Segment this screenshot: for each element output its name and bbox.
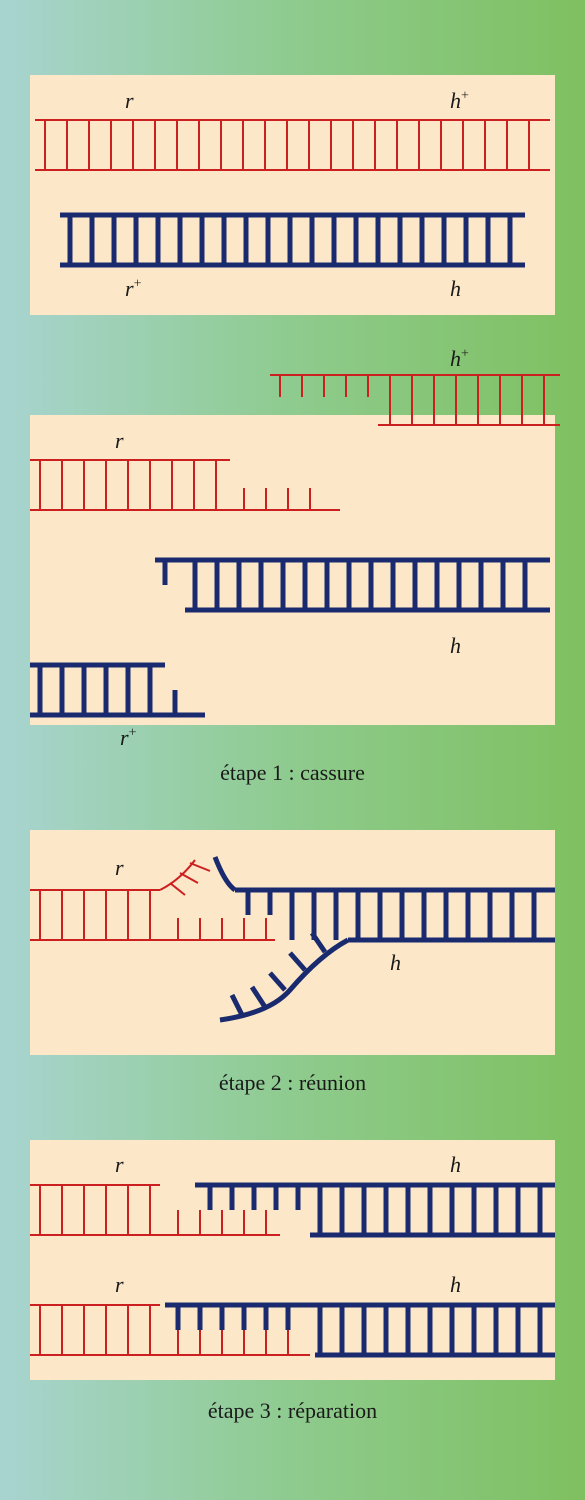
dna-repair-bottom bbox=[30, 1300, 555, 1360]
label-r-plus-2: r+ bbox=[120, 725, 136, 751]
label-r-4a: r bbox=[115, 1152, 124, 1178]
dna-repair-top bbox=[30, 1180, 555, 1240]
label-r-4b: r bbox=[115, 1272, 124, 1298]
dna-blue-frag-right bbox=[155, 555, 550, 615]
label-r-plus-1: r+ bbox=[125, 276, 141, 302]
label-r-2: r bbox=[115, 428, 124, 454]
label-h-2: h bbox=[450, 633, 461, 659]
dna-red-frag-left bbox=[30, 455, 340, 515]
dna-red-frag-topright bbox=[270, 370, 560, 430]
label-r-3: r bbox=[115, 855, 124, 881]
caption-step2: étape 2 : réunion bbox=[0, 1070, 585, 1096]
label-h-1: h bbox=[450, 276, 461, 302]
label-h-plus-2: h+ bbox=[450, 346, 469, 372]
label-h-4b: h bbox=[450, 1272, 461, 1298]
label-h-3: h bbox=[390, 950, 401, 976]
dna-blue-top bbox=[60, 210, 525, 270]
label-h-plus-1: h+ bbox=[450, 88, 469, 114]
caption-step3: étape 3 : réparation bbox=[0, 1398, 585, 1424]
caption-step1: étape 1 : cassure bbox=[0, 760, 585, 786]
panel-initial bbox=[30, 75, 555, 315]
dna-reunion bbox=[30, 835, 555, 1055]
label-h-4a: h bbox=[450, 1152, 461, 1178]
label-r-1: r bbox=[125, 88, 134, 114]
dna-red-top bbox=[35, 115, 550, 175]
dna-blue-frag-left bbox=[30, 660, 205, 720]
